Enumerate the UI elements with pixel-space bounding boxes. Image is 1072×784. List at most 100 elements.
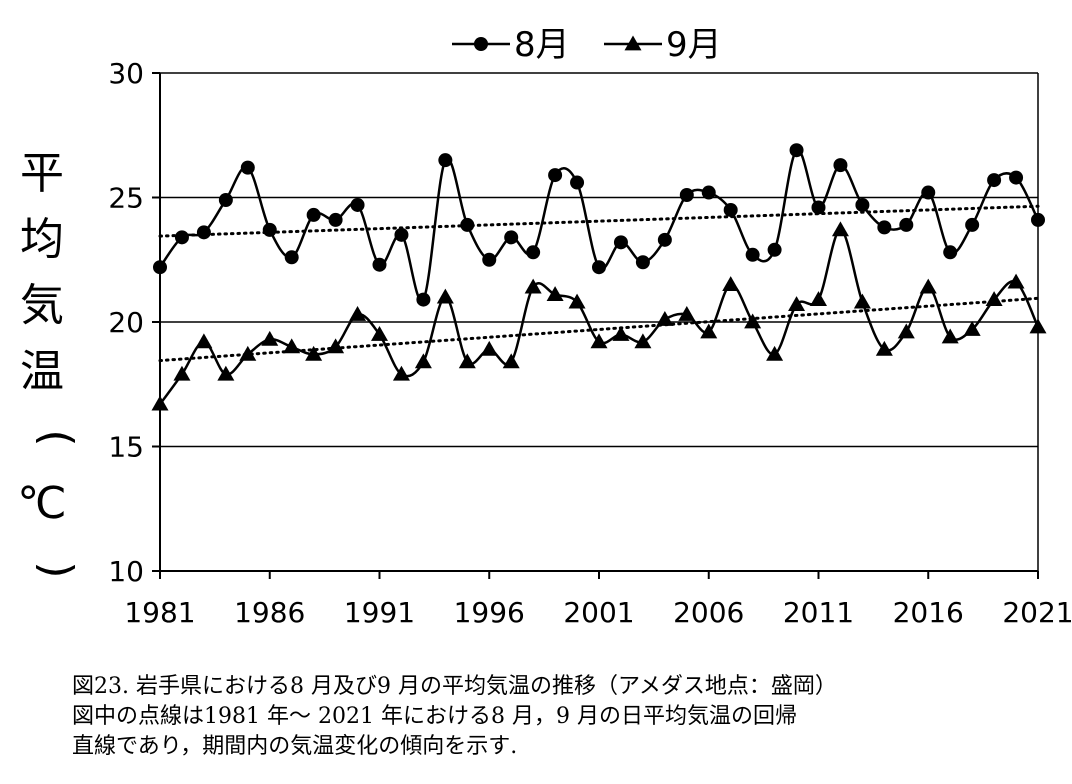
point-series-1-2016 <box>919 278 937 294</box>
x-tick-label-1991: 1991 <box>344 596 415 629</box>
point-series-1-2003 <box>634 333 652 349</box>
legend-marker-0 <box>474 37 488 51</box>
data-markers <box>151 143 1047 411</box>
y-tick-label-10: 10 <box>108 555 144 588</box>
point-series-0-1984 <box>218 192 233 207</box>
point-series-1-2020 <box>1007 273 1025 289</box>
point-series-0-1991 <box>372 257 387 272</box>
point-series-0-2008 <box>745 247 760 262</box>
caption-line-1: 図23. 岩手県における8 月及び9 月の平均気温の推移（アメダス地点：盛岡） <box>72 674 837 699</box>
legend-marker-1 <box>624 35 642 51</box>
point-series-0-2000 <box>570 175 585 190</box>
point-series-0-1998 <box>526 245 541 260</box>
y-tick-label-30: 30 <box>108 57 144 90</box>
point-series-1-2019 <box>985 291 1003 306</box>
point-series-0-2001 <box>592 260 606 275</box>
y-axis-label-char-1: 均 <box>20 214 64 265</box>
point-series-1-1999 <box>546 286 564 301</box>
point-series-0-1995 <box>460 217 475 232</box>
point-series-1-2005 <box>678 306 696 321</box>
x-tick-label-2001: 2001 <box>563 596 634 629</box>
point-series-0-2012 <box>833 158 848 173</box>
point-series-0-2007 <box>723 202 738 217</box>
point-series-1-2009 <box>766 345 784 361</box>
point-series-0-1993 <box>416 292 431 307</box>
point-series-1-1984 <box>217 365 235 381</box>
point-series-1-1991 <box>371 325 388 341</box>
point-series-0-2014 <box>877 220 892 235</box>
y-axis-label-char-6: ) <box>31 561 82 578</box>
point-series-1-1994 <box>436 288 454 304</box>
point-series-1-2001 <box>590 333 608 349</box>
point-series-0-1994 <box>438 153 453 168</box>
point-series-1-2000 <box>568 293 586 309</box>
point-series-0-1989 <box>328 212 343 227</box>
y-axis-label-char-4: ( <box>31 429 82 446</box>
point-series-0-1987 <box>284 250 299 265</box>
point-series-0-1997 <box>504 230 519 245</box>
point-series-1-1987 <box>283 338 301 354</box>
point-series-1-2002 <box>612 325 630 341</box>
point-series-0-1988 <box>306 207 321 222</box>
point-series-1-1992 <box>392 365 410 381</box>
point-series-0-2016 <box>921 185 936 200</box>
point-series-0-2019 <box>987 173 1002 188</box>
point-series-0-2011 <box>811 200 826 215</box>
point-series-1-1986 <box>261 330 279 346</box>
point-series-1-2006 <box>700 323 718 339</box>
point-series-0-2015 <box>899 217 914 232</box>
y-tick-label-20: 20 <box>108 306 144 339</box>
point-series-0-2004 <box>657 232 672 247</box>
point-series-0-2003 <box>635 255 650 270</box>
point-series-1-1983 <box>195 333 213 349</box>
legend: 8月 9月 <box>452 25 722 65</box>
point-series-1-2007 <box>722 276 740 292</box>
point-series-1-1990 <box>349 306 367 321</box>
point-series-0-2013 <box>855 197 870 212</box>
axes <box>152 72 1039 579</box>
gridlines <box>160 72 1039 571</box>
point-series-1-2018 <box>963 320 981 336</box>
point-series-1-2004 <box>656 311 674 326</box>
x-tick-label-1986: 1986 <box>234 596 305 629</box>
y-tick-label-25: 25 <box>108 182 144 215</box>
y-axis-label-char-0: 平 <box>20 148 64 199</box>
point-series-1-2011 <box>810 291 827 306</box>
y-axis-label-char-5: ℃ <box>17 478 66 529</box>
trend-line-series-1 <box>158 296 1040 363</box>
x-tick-label-2021: 2021 <box>1002 596 1072 629</box>
point-series-0-2021 <box>1031 212 1045 227</box>
point-series-0-1992 <box>394 227 409 242</box>
point-series-1-2021 <box>1029 318 1047 334</box>
legend-label-1: 9月 <box>666 25 722 65</box>
point-series-1-2015 <box>897 323 915 339</box>
x-tick-label-1981: 1981 <box>124 596 195 629</box>
point-series-1-1985 <box>239 345 257 361</box>
point-series-0-1996 <box>482 252 497 267</box>
point-series-0-2017 <box>943 245 958 260</box>
figure-caption: 図23. 岩手県における8 月及び9 月の平均気温の推移（アメダス地点：盛岡） … <box>72 672 1062 762</box>
y-tick-label-15: 15 <box>108 431 144 464</box>
point-series-1-1998 <box>524 278 542 294</box>
point-series-0-1982 <box>174 230 189 245</box>
caption-line-2: 図中の点線は1981 年～ 2021 年における8 月，9 月の日平均気温の回帰 <box>72 704 797 729</box>
point-series-0-2009 <box>767 242 782 257</box>
point-series-0-1999 <box>548 168 563 183</box>
x-tick-label-2006: 2006 <box>673 596 744 629</box>
x-tick-label-2011: 2011 <box>783 596 854 629</box>
point-series-1-2014 <box>875 340 893 356</box>
point-series-1-1982 <box>173 365 191 381</box>
point-series-1-1995 <box>458 353 476 369</box>
point-series-0-2002 <box>613 235 628 250</box>
point-series-1-1993 <box>414 353 432 369</box>
point-series-0-1986 <box>262 222 277 237</box>
series-lines <box>158 148 1040 405</box>
point-series-1-1997 <box>502 353 520 369</box>
point-series-0-2020 <box>1009 170 1024 185</box>
point-series-0-2006 <box>701 185 716 200</box>
point-series-1-2012 <box>831 221 849 237</box>
point-series-1-2010 <box>788 296 806 311</box>
point-series-0-1990 <box>350 197 365 212</box>
point-series-1-1988 <box>305 345 323 361</box>
point-series-0-2005 <box>679 188 694 203</box>
